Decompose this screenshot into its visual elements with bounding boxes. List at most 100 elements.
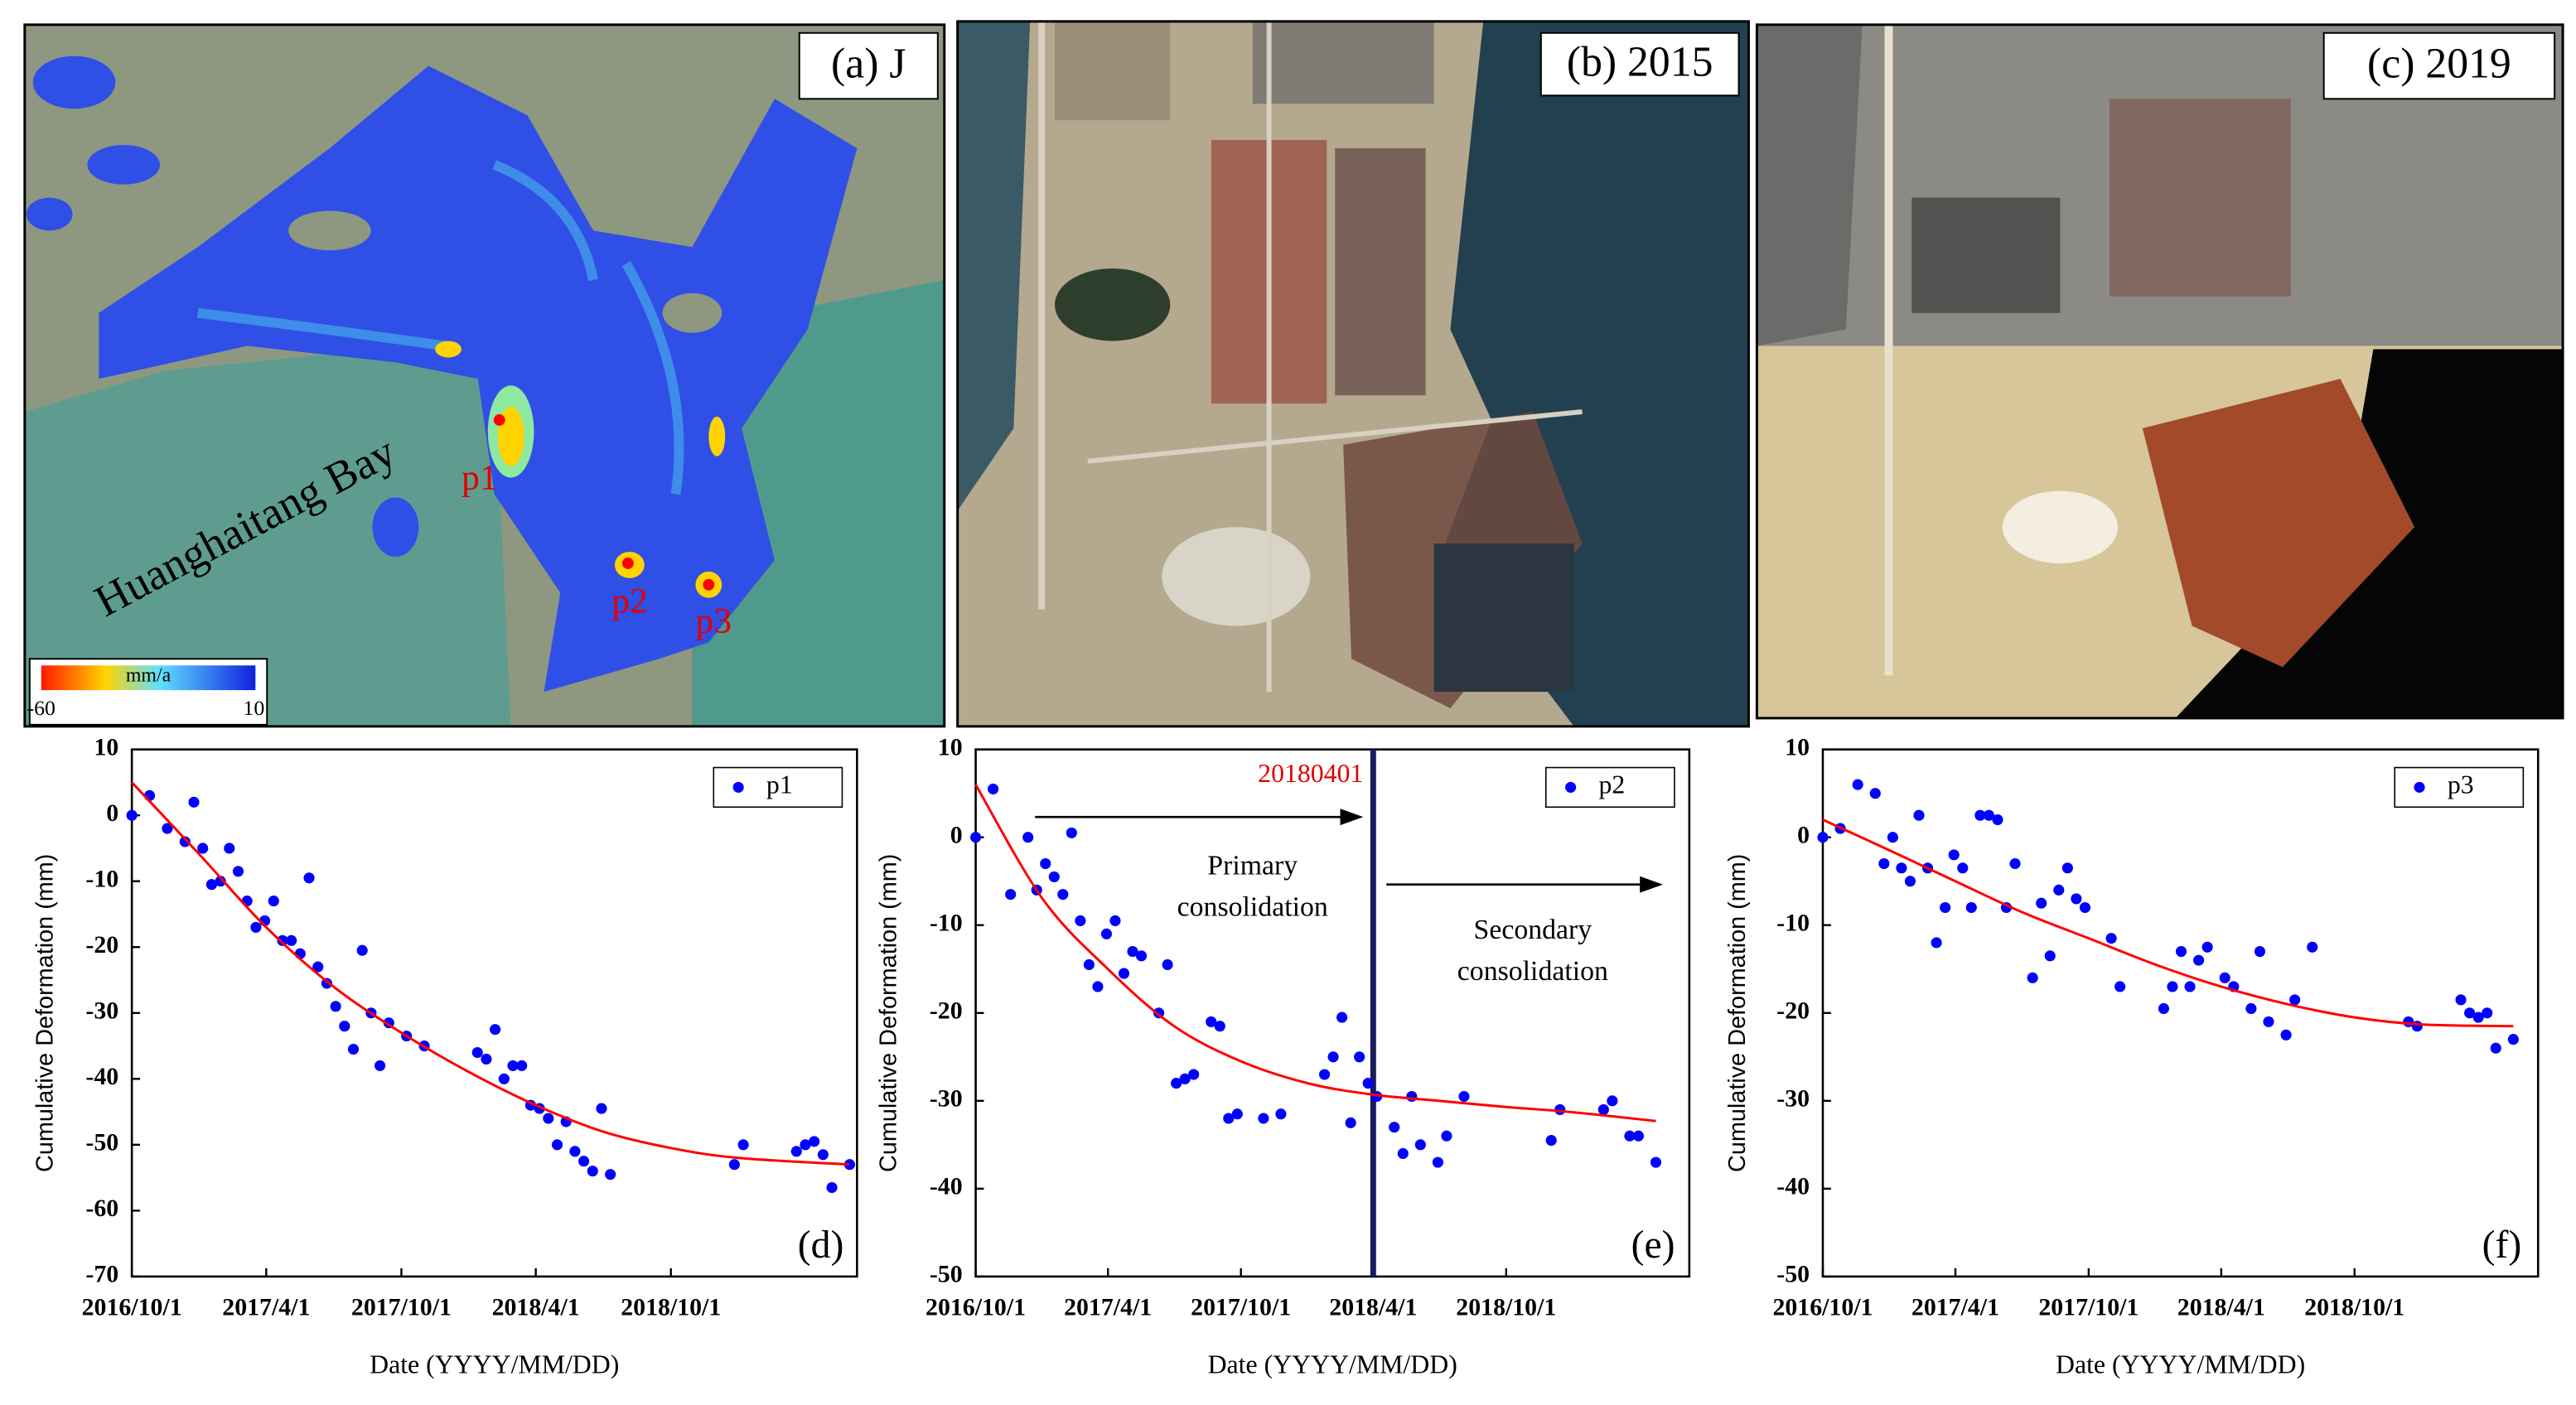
x-tick-label: 2016/10/1 — [82, 1294, 182, 1321]
point — [2490, 1042, 2501, 1054]
point — [2289, 994, 2301, 1006]
point — [1214, 1021, 1225, 1032]
point — [1223, 1113, 1235, 1124]
fit-line — [1822, 818, 2514, 1028]
point — [2184, 981, 2196, 992]
point — [1904, 876, 1916, 887]
point-label: p2 — [611, 582, 648, 621]
fit-line — [131, 781, 850, 1166]
point — [1057, 889, 1069, 900]
point — [303, 872, 315, 884]
point — [1100, 928, 1112, 939]
y-tick-label: -10 — [930, 910, 963, 937]
point — [1040, 857, 1051, 870]
point — [969, 832, 982, 843]
point — [2464, 1007, 2476, 1019]
x-tick-label: 2017/4/1 — [1064, 1294, 1152, 1321]
point — [162, 823, 173, 834]
label-box — [798, 31, 939, 100]
point — [1458, 1090, 1470, 1103]
point — [817, 1149, 829, 1161]
point — [569, 1146, 581, 1157]
x-tick-label: 2016/10/1 — [926, 1294, 1026, 1321]
point — [1048, 871, 1060, 882]
panel-label: (e) — [1631, 1223, 1675, 1267]
annotation: consolidation — [1457, 956, 1608, 987]
point — [1869, 788, 1881, 799]
point — [605, 1169, 616, 1180]
legend-marker — [1565, 781, 1577, 793]
point — [2036, 897, 2047, 909]
arrow-head — [1640, 876, 1664, 893]
point — [277, 934, 288, 946]
point — [1188, 1069, 1200, 1080]
point — [1083, 958, 1095, 971]
x-tick-label: 2018/4/1 — [492, 1294, 580, 1321]
point — [1092, 981, 1104, 992]
point — [1632, 1130, 1645, 1142]
point — [205, 879, 217, 891]
point — [1441, 1130, 1452, 1142]
point — [1624, 1130, 1636, 1142]
point — [330, 1001, 341, 1012]
point — [1545, 1134, 1557, 1147]
y-tick-label: -50 — [85, 1129, 118, 1156]
point — [1171, 1078, 1182, 1089]
y-tick-label: 0 — [950, 822, 963, 849]
point — [1327, 1051, 1339, 1063]
colorbar-min: -60 — [27, 696, 55, 720]
point — [1414, 1139, 1426, 1151]
point — [1336, 1012, 1348, 1023]
x-tick-label: 2018/10/1 — [2304, 1294, 2404, 1321]
plot-frame — [974, 748, 1691, 1278]
point — [1940, 901, 1951, 914]
point — [2175, 945, 2187, 958]
panel-label: (b) 2015 — [1567, 38, 1713, 85]
point — [1406, 1090, 1418, 1103]
point — [2411, 1021, 2423, 1032]
x-axis-label: Date (YYYY/MM/DD) — [370, 1350, 619, 1379]
point — [2455, 994, 2467, 1006]
point — [339, 1021, 350, 1032]
legend-label: p3 — [2448, 770, 2474, 799]
x-tick-label: 2017/4/1 — [1911, 1294, 1999, 1321]
y-tick-label: 0 — [106, 799, 118, 827]
x-tick-label: 2018/4/1 — [2177, 1294, 2265, 1321]
x-tick-label: 2018/10/1 — [1456, 1294, 1556, 1321]
point — [843, 1159, 855, 1171]
point — [2201, 941, 2213, 953]
y-tick-label: -50 — [1776, 1261, 1810, 1288]
point — [1957, 862, 1969, 874]
legend-marker — [2414, 781, 2425, 793]
y-tick-label: -40 — [85, 1063, 118, 1090]
point — [1206, 1016, 1217, 1027]
point — [2193, 954, 2205, 966]
y-tick-label: -20 — [1776, 997, 1810, 1025]
y-tick-label: 0 — [1797, 822, 1810, 849]
point — [2254, 945, 2265, 958]
point — [1896, 862, 1907, 874]
x-tick-label: 2017/10/1 — [351, 1294, 452, 1321]
point — [471, 1046, 483, 1059]
point — [1275, 1108, 1287, 1120]
point — [2507, 1034, 2519, 1045]
satellite-panel — [1757, 24, 2564, 718]
point — [2307, 941, 2318, 953]
point — [481, 1053, 492, 1065]
point — [1362, 1078, 1374, 1089]
point — [215, 876, 226, 887]
point — [2071, 893, 2082, 905]
point — [2245, 1002, 2257, 1015]
reference-label: 20180401 — [1258, 759, 1363, 788]
y-tick-label: 10 — [938, 734, 963, 761]
x-tick-label: 2017/4/1 — [222, 1294, 310, 1321]
point — [1389, 1122, 1400, 1133]
point — [356, 944, 368, 956]
y-tick-label: -20 — [85, 931, 118, 958]
point — [1231, 1108, 1243, 1120]
plot-frame — [130, 748, 858, 1278]
fit-line — [974, 784, 1656, 1123]
annotation: Secondary — [1474, 915, 1592, 945]
